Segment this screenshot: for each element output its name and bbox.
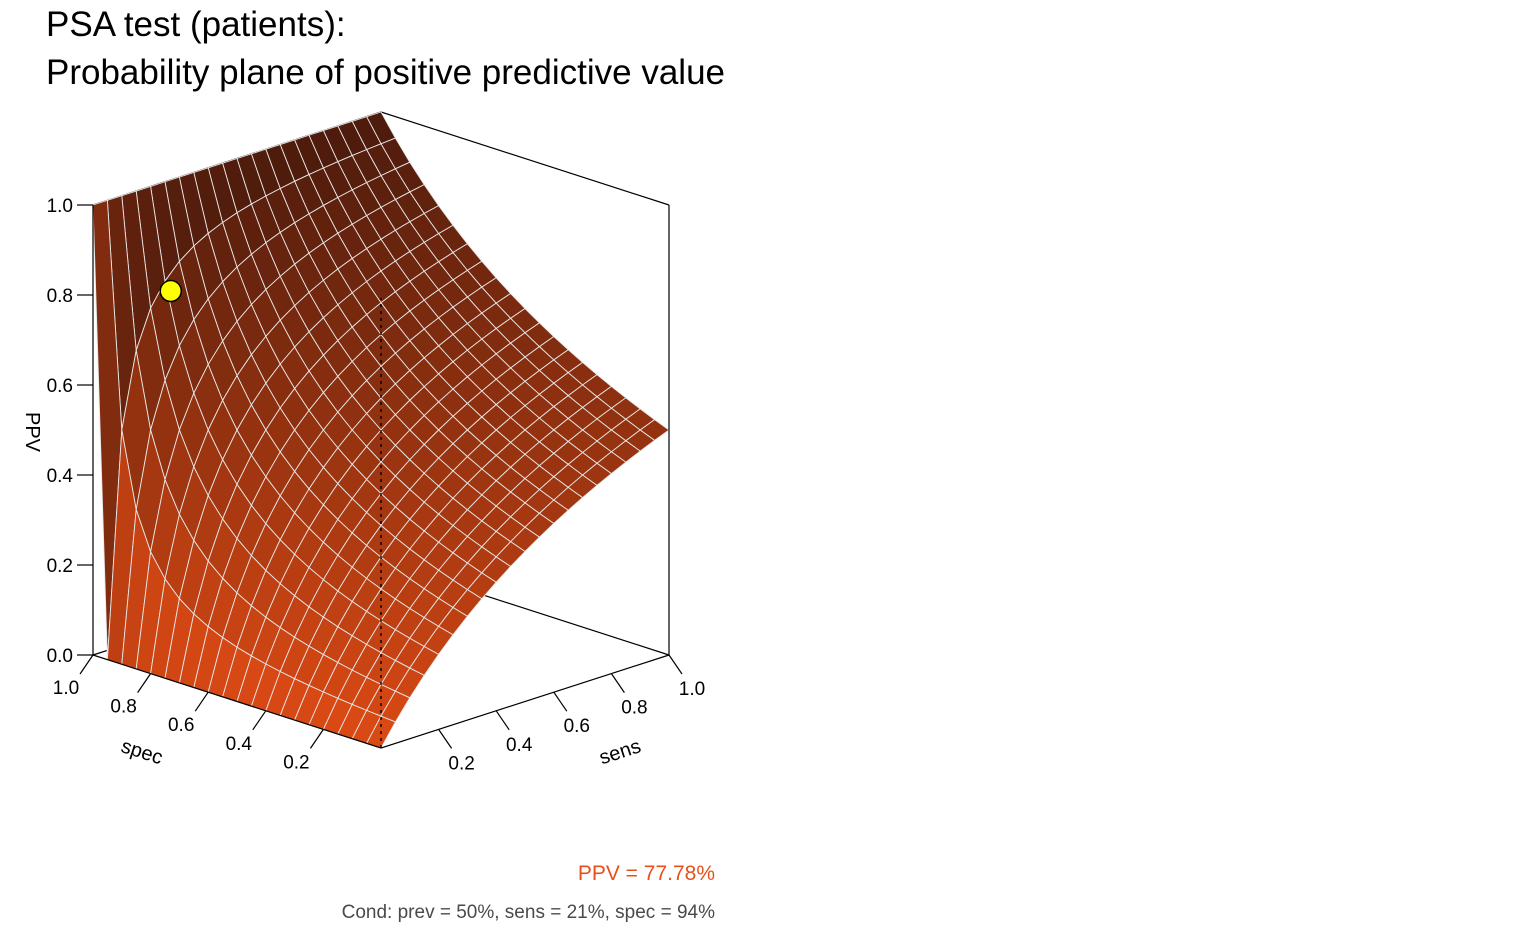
condition-label: Cond: prev = 50%, sens = 21%, spec = 94% [341,902,715,923]
box-edge-front-left [92,654,382,749]
spec-tick-mark [79,654,94,675]
z-tick-label: 0.2 [47,556,73,577]
z-tick-label: 1.0 [47,196,73,217]
ppv-surface [92,111,670,749]
spec-tick-label: 0.8 [110,697,136,718]
spec-tick-label: 1.0 [53,678,79,699]
spec-tick-mark [252,710,267,731]
sens-axis-title: sens [597,735,644,769]
highlight-point-layer [159,279,183,303]
spec-tick-mark [194,691,209,712]
spec-tick-label: 0.6 [168,715,194,736]
z-tick-label: 0.0 [47,646,73,667]
z-tick-label: 0.8 [47,286,73,307]
sens-tick-label: 1.0 [679,679,705,700]
box-edge-top-right [380,111,670,206]
z-axis-title: PPV [21,412,43,453]
sens-tick-label: 0.8 [621,698,647,719]
spec-tick-label: 0.4 [226,734,253,755]
sens-tick-mark [610,673,625,693]
spec-axis-title: spec [118,735,165,769]
chart-title-line2: Probability plane of positive predictive… [46,53,725,92]
chart-title-line1: PSA test (patients): [46,5,346,44]
sens-tick-mark [553,691,568,712]
spec-tick-mark [309,729,324,749]
box-edge-front-right [380,654,670,749]
sens-tick-mark [668,654,683,675]
spec-tick-label: 0.2 [283,752,309,773]
spec-tick-mark [137,673,152,693]
sens-tick-label: 0.2 [448,753,474,774]
sens-tick-mark [438,729,453,749]
z-tick-label: 0.6 [47,376,73,397]
ppv-result-label: PPV = 77.78% [577,862,715,885]
highlight-point [159,279,183,303]
sens-tick-mark [495,710,510,731]
sens-tick-label: 0.4 [506,735,533,756]
z-tick-label: 0.4 [47,466,74,487]
sens-tick-label: 0.6 [564,716,590,737]
box-front-edges [92,205,670,749]
